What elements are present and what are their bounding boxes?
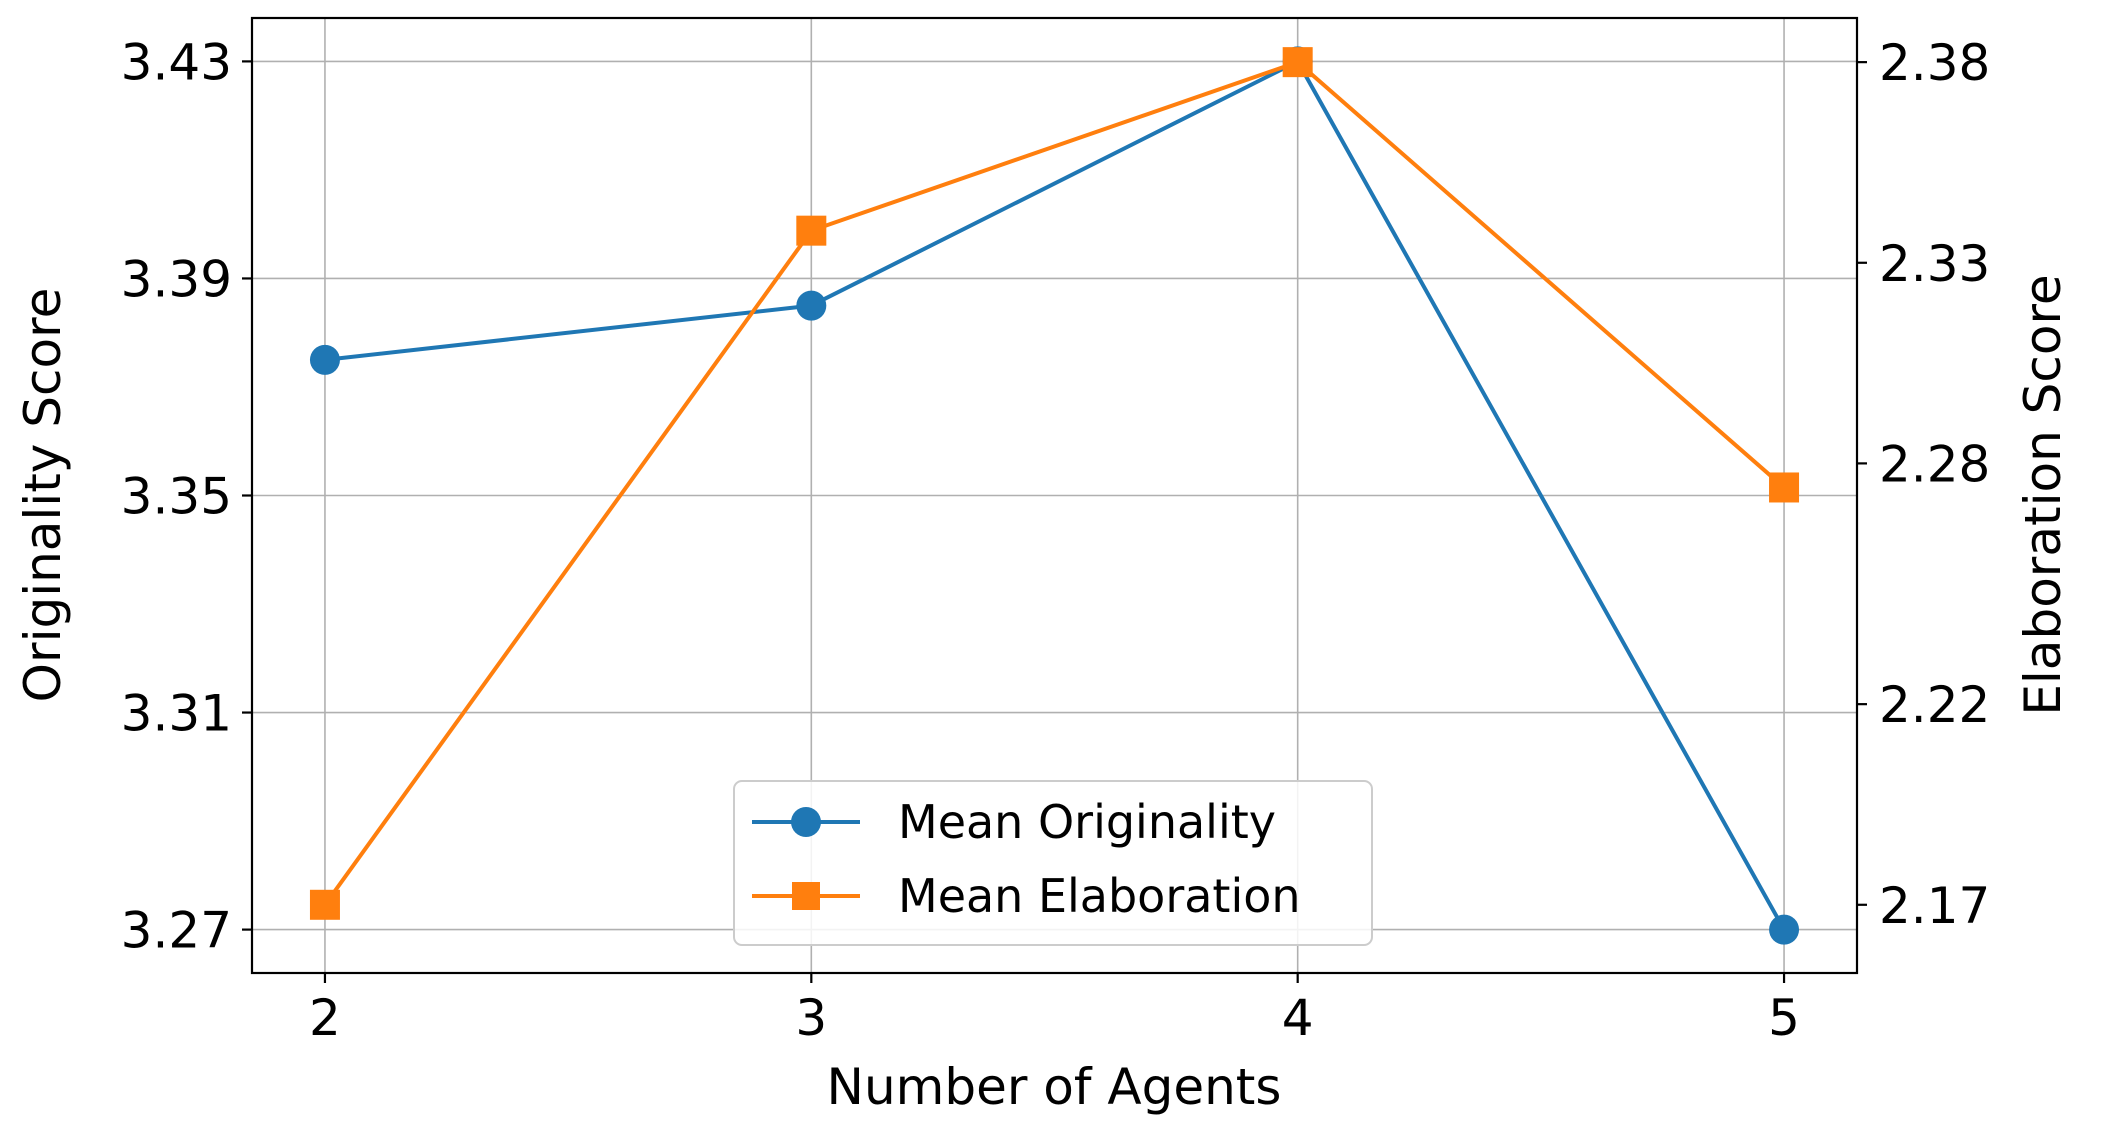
data-point-mean-elaboration [1282, 47, 1313, 78]
y-axis-right-label: Elaboration Score [2014, 274, 2072, 715]
y-left-tick-label: 3.31 [121, 685, 232, 743]
legend-marker-elaboration [792, 882, 820, 910]
data-point-mean-elaboration [796, 215, 827, 246]
legend-label-elaboration: Mean Elaboration [898, 869, 1301, 923]
y-right-tick-label: 2.33 [1879, 235, 1990, 293]
data-point-mean-elaboration [309, 889, 340, 920]
y-right-tick-label: 2.28 [1879, 435, 1990, 493]
legend-box [733, 780, 1373, 946]
legend-marker-originality [791, 807, 821, 837]
x-tick-label: 2 [309, 989, 341, 1047]
y-left-tick-label: 3.35 [121, 468, 232, 526]
y-right-tick-label: 2.17 [1879, 877, 1990, 935]
data-point-mean-originality [309, 344, 340, 375]
legend: Mean Originality Mean Elaboration [733, 780, 1373, 946]
y-axis-left-label: Originality Score [14, 288, 72, 703]
series-line-mean-elaboration [323, 60, 1786, 906]
x-tick-label: 3 [795, 989, 827, 1047]
y-right-tick-label: 2.38 [1879, 34, 1990, 92]
axis-ticks: 2 3 4 5 3.27 3.31 3.35 3.39 3.43 2.17 2.22 2.28 2.33… [121, 33, 1991, 1047]
x-tick-label: 4 [1282, 989, 1314, 1047]
x-tick-label: 5 [1768, 989, 1800, 1047]
x-axis-label: Number of Agents [827, 1058, 1282, 1116]
data-point-mean-originality [1769, 914, 1800, 945]
data-point-mean-elaboration [1769, 472, 1800, 503]
series-line-mean-originality [324, 59, 1786, 931]
data-point-mean-originality [796, 290, 827, 321]
y-left-tick-label: 3.39 [121, 250, 232, 308]
y-right-tick-label: 2.22 [1879, 676, 1990, 734]
y-left-tick-label: 3.27 [121, 902, 232, 960]
series-layer [309, 46, 1800, 945]
legend-label-originality: Mean Originality [898, 795, 1276, 849]
y-left-tick-label: 3.43 [121, 33, 232, 91]
